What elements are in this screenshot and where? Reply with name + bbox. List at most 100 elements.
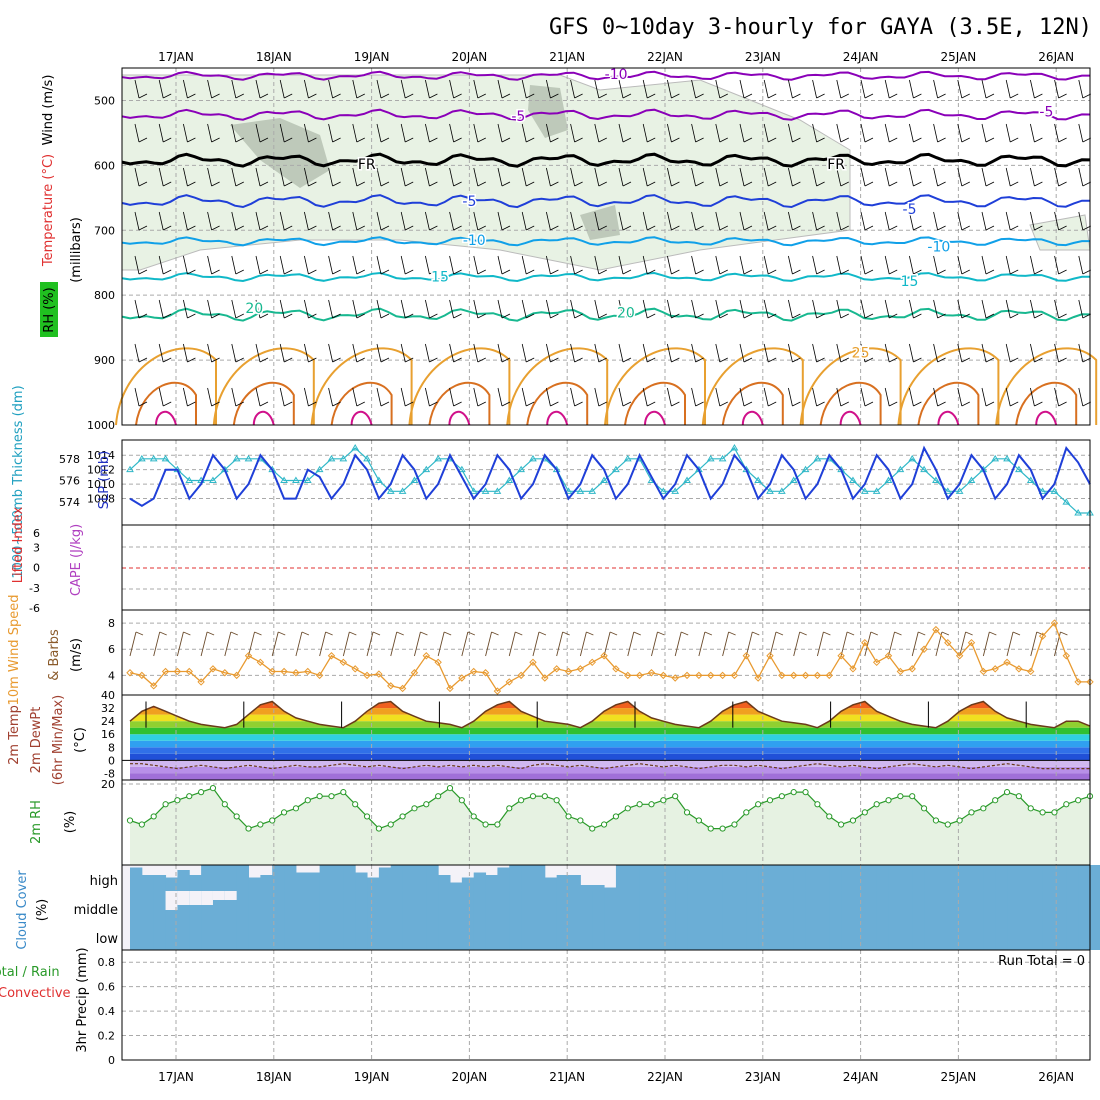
wind-barb-flag — [695, 313, 704, 319]
wind-barb — [134, 299, 140, 319]
rh2m-point — [387, 821, 394, 828]
wind10-point — [304, 667, 312, 676]
temp-band-group — [130, 701, 1090, 780]
wind10-point — [979, 667, 988, 676]
thickness-point — [683, 476, 691, 483]
thickness-point — [659, 487, 668, 494]
wind-barb — [981, 123, 987, 143]
cloud-midlow-bar — [1090, 890, 1100, 950]
cloud-high-bar — [829, 865, 842, 890]
wind-barb — [1054, 211, 1059, 231]
rh2m-point — [1063, 801, 1070, 808]
wind-barb — [183, 255, 188, 275]
wind-barb — [473, 387, 479, 407]
rh-70-area-3 — [580, 205, 620, 240]
wind-barb — [521, 123, 527, 143]
isotherm-10 — [121, 236, 1090, 247]
wind-barb-flag — [501, 137, 511, 143]
wind-barb — [739, 255, 745, 275]
thickness-point — [849, 476, 857, 483]
wind-barb — [207, 343, 212, 363]
minmax-label: (6hr Min/Max) — [51, 695, 66, 785]
wind-barb — [231, 211, 237, 231]
cloud-midlow-bar — [758, 890, 771, 950]
rh2m-point — [1075, 797, 1082, 804]
date-label-bottom: 22JAN — [647, 1070, 683, 1084]
wind-barb — [400, 79, 406, 99]
wind-barb-flag — [1082, 93, 1091, 99]
wind-barb — [618, 167, 624, 187]
cloud-midlow-bar — [260, 890, 273, 950]
wind-barb-flag — [864, 93, 874, 99]
wind10-barb — [200, 631, 208, 657]
rh2m-point — [328, 793, 335, 800]
wind-barb-flag — [961, 181, 970, 187]
wind-barb-flag — [961, 93, 970, 99]
wind-barb — [1030, 255, 1035, 275]
wind-barb-flag — [187, 269, 196, 275]
wind-barb — [158, 387, 164, 407]
wind10-point — [481, 669, 490, 677]
wind-barb — [376, 255, 382, 275]
wind-barb — [594, 343, 600, 363]
thickness-point — [884, 476, 893, 483]
cloud-high-bar — [461, 877, 475, 890]
wind-barb — [1030, 167, 1035, 187]
wind10-point — [730, 671, 739, 680]
wind10-barb — [840, 631, 848, 657]
wind-barb-flag — [743, 181, 753, 187]
cloud-high-bar — [1030, 865, 1044, 890]
wind-barb — [860, 167, 866, 187]
thickness-point — [280, 476, 288, 483]
wind10-barb — [532, 631, 540, 657]
cloud-midlow-bar — [876, 890, 890, 950]
wind-barb — [957, 211, 963, 231]
cloud-midlow-bar — [521, 890, 534, 950]
wind-barb-flag — [477, 357, 486, 363]
wind-barb-flag — [864, 313, 874, 319]
isotherm-30 — [721, 381, 784, 426]
wind-barb — [521, 299, 527, 319]
cloud-midlow-bar — [971, 890, 984, 950]
wind-barb — [546, 299, 551, 319]
wind-barb-flag — [187, 181, 196, 187]
cloud-high-bar — [746, 865, 759, 890]
wind-barb-flag — [380, 401, 390, 407]
thickness-point — [339, 454, 348, 462]
wind-barb — [376, 123, 382, 143]
cloud-midlow-bar — [307, 890, 321, 950]
isotherm-25 — [897, 347, 1000, 426]
isotherm-35 — [839, 410, 862, 426]
temp-tick-label: 0 — [108, 754, 115, 767]
date-label-top: 19JAN — [354, 50, 390, 64]
wind10-barb-flag — [870, 631, 878, 636]
wind10-point — [1015, 665, 1023, 673]
wind-barb-flag — [453, 313, 462, 319]
cloud-label: Cloud Cover — [15, 870, 30, 950]
wind-barb — [812, 387, 817, 407]
wind-barb-flag — [308, 93, 317, 99]
temp-band — [130, 747, 1090, 754]
precip-total-label: Total / Rain — [0, 965, 60, 980]
wind-barb — [376, 299, 382, 319]
wind10-point — [244, 652, 253, 660]
wind-barb-flag — [1010, 357, 1019, 363]
wind-barb-flag — [889, 269, 898, 275]
contour-label: 20 — [245, 301, 263, 317]
wind-barb-flag — [308, 401, 317, 407]
wind10-barb — [745, 631, 753, 657]
wind-barb-flag — [647, 313, 656, 319]
wind-barb — [884, 211, 890, 231]
wind-barb — [715, 123, 721, 143]
thickness-point — [718, 454, 727, 462]
wind-barb — [304, 387, 309, 407]
wind-barb — [594, 387, 600, 407]
wind-barb — [763, 123, 769, 143]
cloud-high-bar — [935, 865, 949, 890]
wind-barb-flag — [526, 93, 535, 99]
thick-tick-label: 578 — [59, 453, 80, 466]
wind-barb — [1078, 255, 1084, 275]
wind-barb — [183, 79, 188, 99]
wind-barb-flag — [332, 357, 341, 363]
wind-barb-flag — [840, 225, 849, 231]
